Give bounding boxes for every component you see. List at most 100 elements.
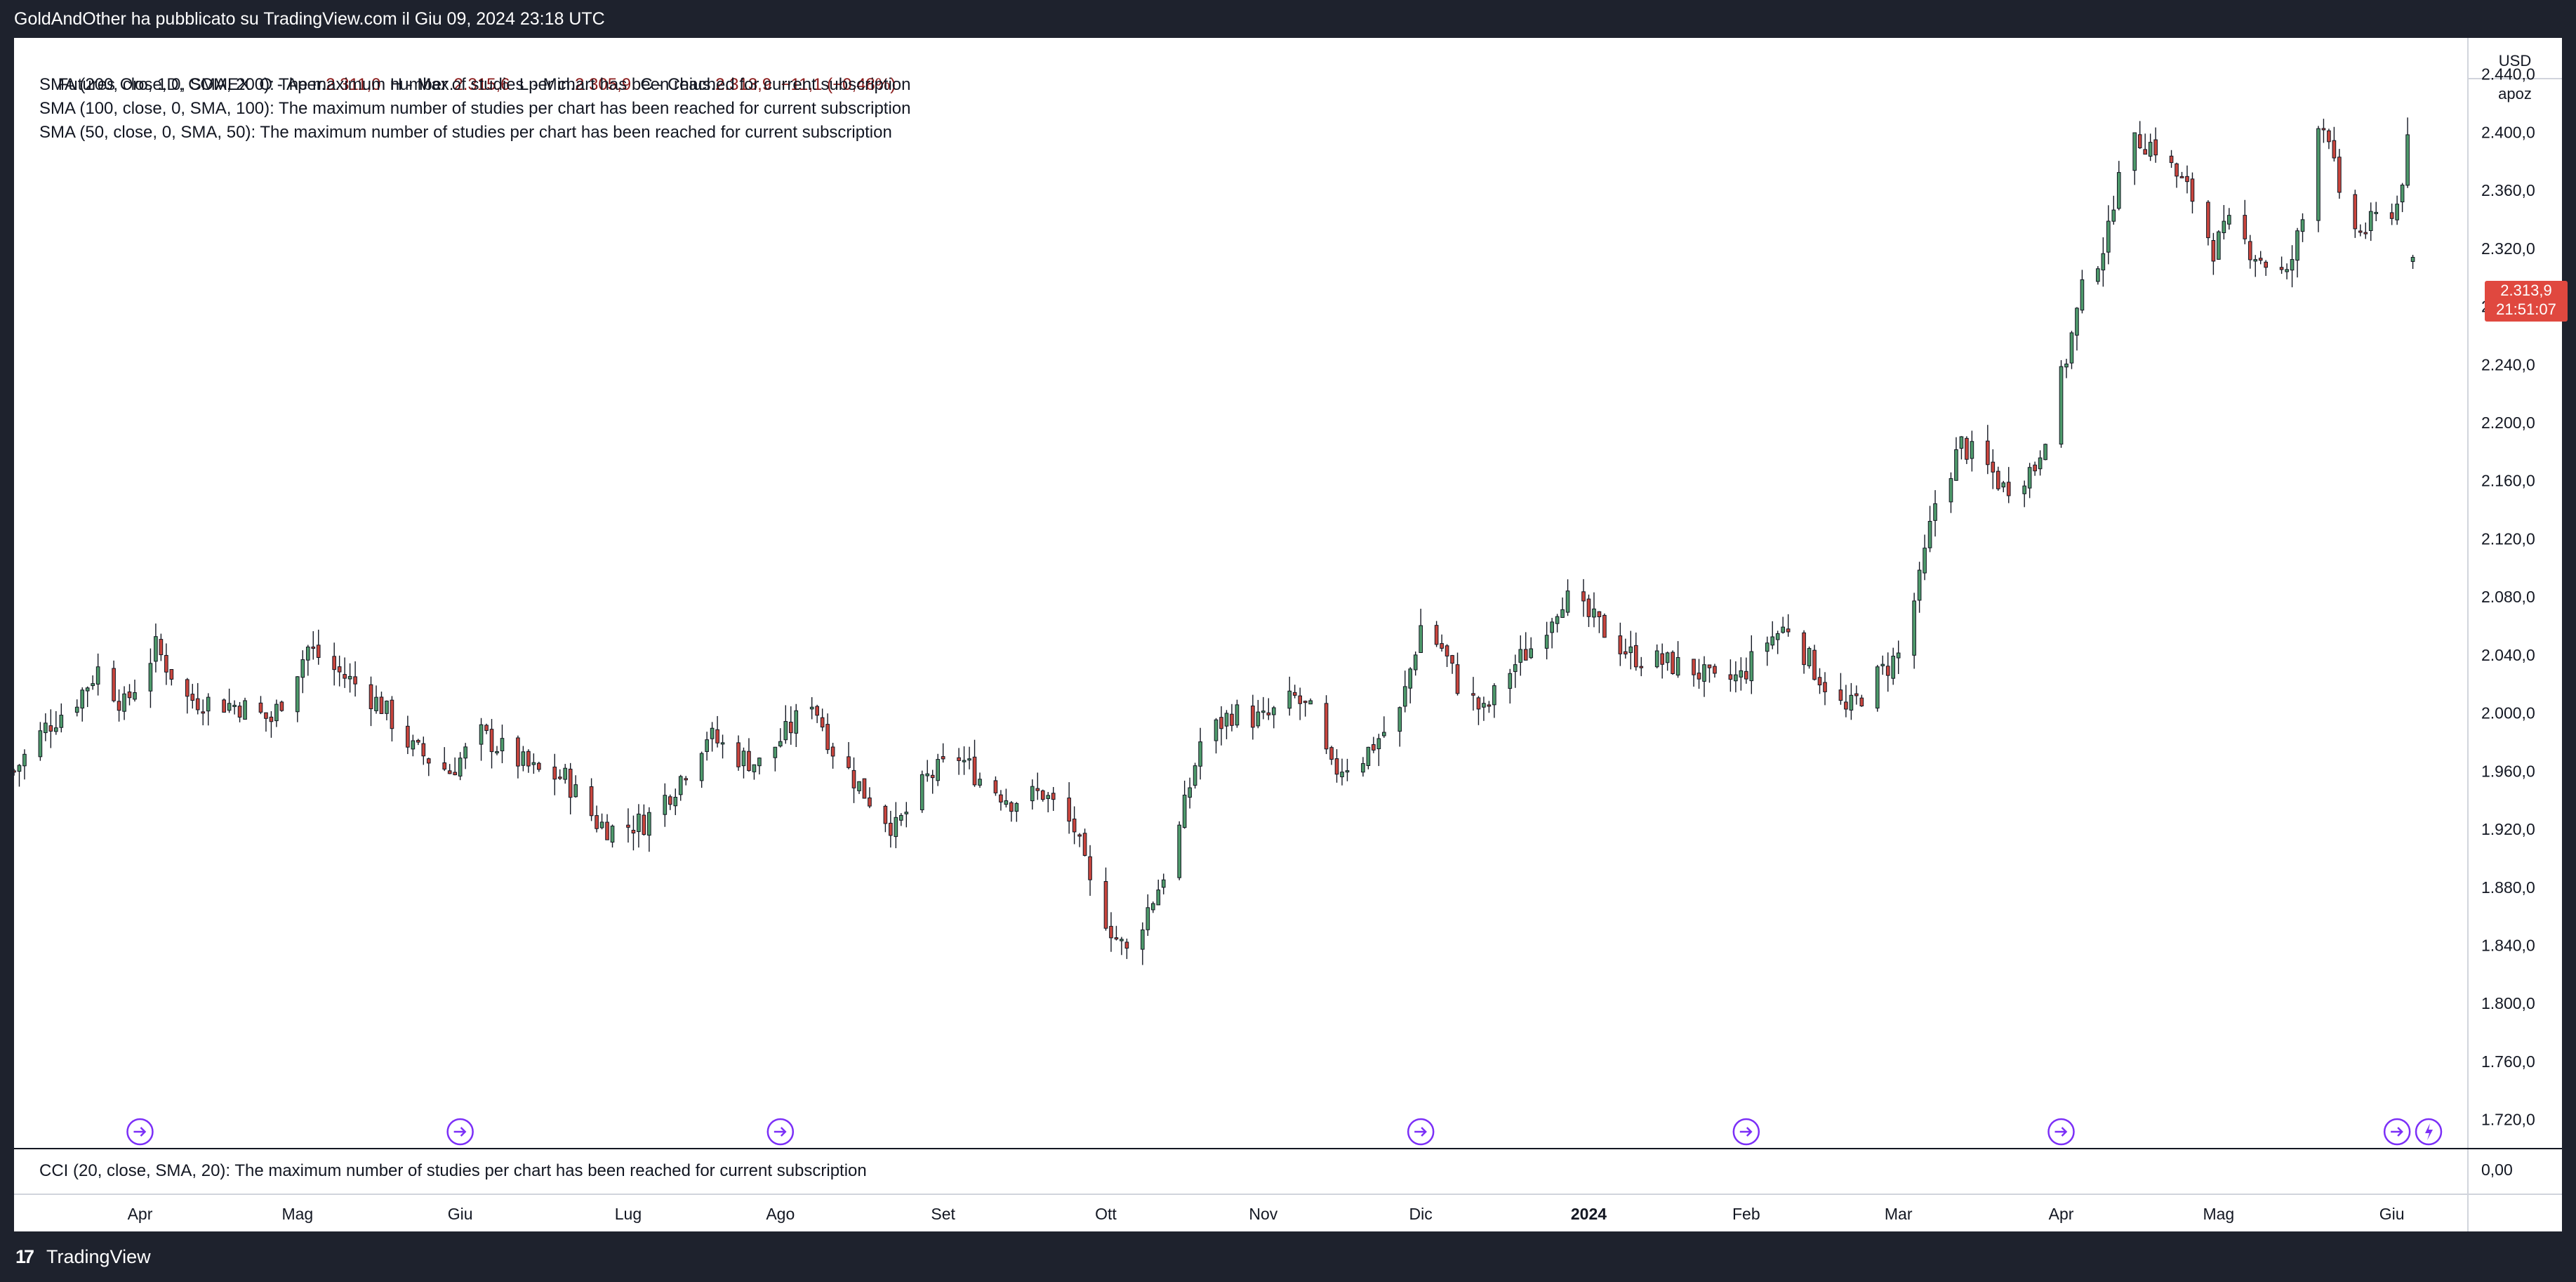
candle-body[interactable]	[684, 778, 689, 781]
study-sma-50[interactable]: SMA (50, close, 0, SMA, 50): The maximum…	[39, 123, 892, 142]
candle-body[interactable]	[22, 753, 27, 767]
candle-body[interactable]	[2243, 215, 2248, 239]
candle-body[interactable]	[2332, 140, 2337, 159]
candle-body[interactable]	[889, 822, 893, 836]
candle-body[interactable]	[74, 706, 79, 713]
candle-body[interactable]	[1885, 666, 1890, 676]
candle-body[interactable]	[411, 740, 416, 750]
candle-body[interactable]	[1618, 635, 1623, 654]
candle-body[interactable]	[1271, 707, 1276, 715]
candle-body[interactable]	[794, 710, 799, 734]
candle-body[interactable]	[778, 741, 783, 747]
candle-body[interactable]	[1188, 787, 1192, 798]
candle-body[interactable]	[1009, 802, 1014, 812]
candle-body[interactable]	[337, 666, 342, 673]
candle-body[interactable]	[489, 729, 494, 753]
candle-body[interactable]	[201, 711, 206, 714]
candle-body[interactable]	[978, 779, 982, 786]
candle-body[interactable]	[2038, 457, 2043, 470]
candle-body[interactable]	[1654, 650, 1659, 668]
candle-body[interactable]	[999, 794, 1003, 802]
candle-body[interactable]	[1372, 744, 1376, 751]
candle-body[interactable]	[1523, 649, 1528, 661]
candle-body[interactable]	[2190, 178, 2195, 202]
candle-body[interactable]	[2248, 241, 2252, 260]
candle-body[interactable]	[857, 781, 861, 791]
candle-body[interactable]	[1014, 802, 1019, 812]
candle-body[interactable]	[1996, 470, 2000, 489]
candle-body[interactable]	[904, 812, 909, 814]
candle-body[interactable]	[185, 679, 190, 697]
candle-body[interactable]	[85, 687, 90, 692]
candle-body[interactable]	[2327, 130, 2331, 143]
candle-body[interactable]	[1597, 611, 1602, 618]
candle-body[interactable]	[2059, 366, 2064, 445]
candle-body[interactable]	[1082, 833, 1087, 856]
candle-body[interactable]	[2075, 308, 2079, 336]
candle-body[interactable]	[169, 669, 174, 680]
candle-body[interactable]	[159, 639, 164, 656]
candle-body[interactable]	[1440, 643, 1444, 649]
candle-body[interactable]	[2279, 267, 2284, 270]
candle-body[interactable]	[1917, 569, 1922, 601]
candle-body[interactable]	[1035, 788, 1040, 791]
candle-body[interactable]	[2096, 268, 2100, 282]
tradingview-logo[interactable]: 17	[15, 1246, 34, 1267]
candle-body[interactable]	[416, 739, 420, 743]
candle-body[interactable]	[2143, 149, 2147, 155]
candle-body[interactable]	[1266, 712, 1271, 715]
candle-body[interactable]	[48, 725, 53, 732]
candle-body[interactable]	[521, 751, 526, 766]
candle-body[interactable]	[347, 675, 352, 680]
candle-body[interactable]	[526, 751, 531, 767]
candle-body[interactable]	[311, 647, 316, 649]
candle-body[interactable]	[1508, 673, 1513, 689]
candle-body[interactable]	[1933, 503, 1937, 521]
candle-body[interactable]	[1376, 738, 1381, 750]
candle-body[interactable]	[495, 751, 499, 753]
candle-body[interactable]	[610, 826, 615, 843]
candle-body[interactable]	[390, 699, 394, 729]
candle-body[interactable]	[1219, 717, 1223, 729]
candle-body[interactable]	[2022, 485, 2026, 494]
candle-body[interactable]	[967, 758, 971, 761]
candle-body[interactable]	[2001, 482, 2006, 488]
candle-body[interactable]	[17, 765, 22, 772]
candle-body[interactable]	[647, 812, 651, 836]
candle-body[interactable]	[379, 696, 384, 714]
candle-body[interactable]	[2290, 259, 2295, 271]
candle-body[interactable]	[1660, 653, 1664, 665]
candle-body[interactable]	[1471, 693, 1475, 696]
candle-body[interactable]	[1382, 732, 1386, 736]
candle-body[interactable]	[1077, 834, 1082, 837]
candle-body[interactable]	[2064, 363, 2069, 368]
candle-body[interactable]	[1586, 598, 1591, 617]
candle-body[interactable]	[484, 725, 489, 732]
candle-body[interactable]	[1671, 652, 1675, 675]
candle-body[interactable]	[825, 724, 830, 751]
candle-body[interactable]	[1419, 625, 1423, 654]
candle-body[interactable]	[1177, 824, 1181, 878]
candle-body[interactable]	[447, 770, 452, 774]
candle-body[interactable]	[2175, 163, 2179, 177]
candle-body[interactable]	[127, 692, 132, 699]
candle-body[interactable]	[80, 689, 85, 709]
candle-body[interactable]	[1298, 695, 1302, 704]
candle-body[interactable]	[1875, 666, 1880, 709]
candle-body[interactable]	[164, 654, 168, 673]
candle-body[interactable]	[1823, 682, 1827, 692]
candle-body[interactable]	[642, 814, 646, 835]
candle-body[interactable]	[54, 727, 58, 732]
candle-body[interactable]	[1156, 890, 1161, 906]
candle-body[interactable]	[1697, 673, 1701, 680]
candle-body[interactable]	[1854, 693, 1859, 696]
candle-body[interactable]	[1308, 700, 1313, 705]
candle-body[interactable]	[1402, 686, 1407, 707]
candle-body[interactable]	[1366, 746, 1371, 766]
tradingview-brand[interactable]: TradingView	[46, 1246, 151, 1267]
candle-body[interactable]	[1581, 591, 1586, 602]
scale-mode-label[interactable]: apoz	[2498, 85, 2532, 103]
candle-body[interactable]	[1114, 937, 1119, 940]
candle-body[interactable]	[815, 706, 819, 716]
candle-body[interactable]	[1256, 711, 1261, 727]
